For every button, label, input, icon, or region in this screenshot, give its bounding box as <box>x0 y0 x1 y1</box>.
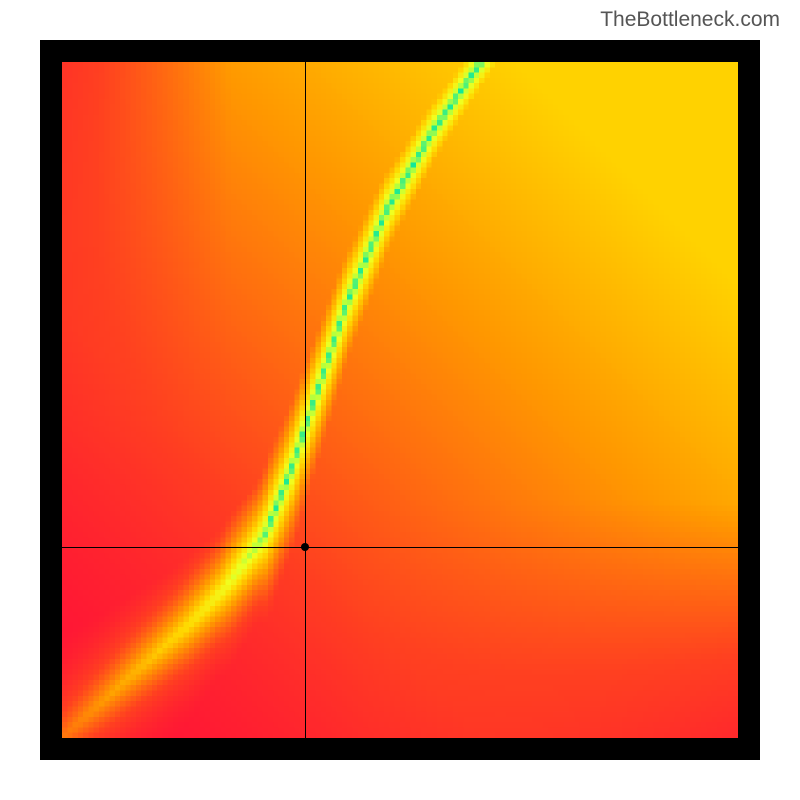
watermark-text: TheBottleneck.com <box>600 8 780 32</box>
plot-frame <box>40 40 760 760</box>
heatmap-canvas <box>62 62 738 738</box>
crosshair-vertical <box>305 62 306 738</box>
crosshair-horizontal <box>62 547 738 548</box>
root: TheBottleneck.com <box>0 0 800 800</box>
plot-area <box>62 62 738 738</box>
crosshair-point <box>301 543 309 551</box>
